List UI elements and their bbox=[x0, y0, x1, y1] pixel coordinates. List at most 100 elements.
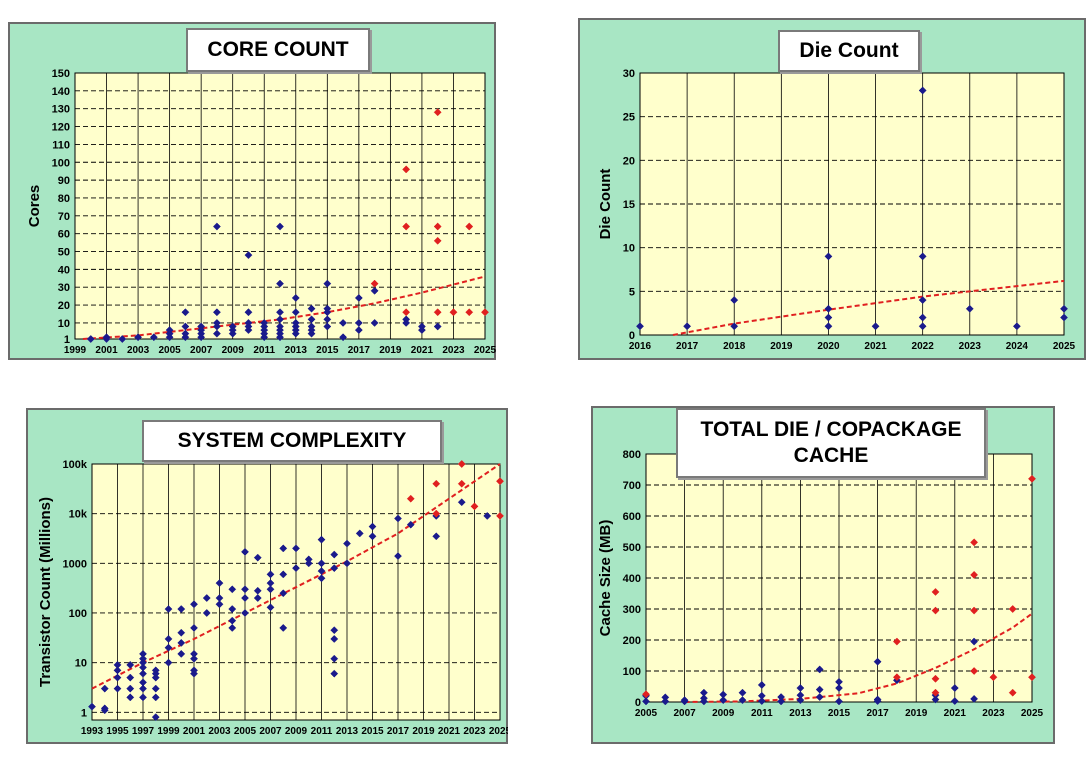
data-point-red bbox=[402, 165, 411, 174]
data-point-blue bbox=[317, 535, 326, 544]
data-point-blue bbox=[177, 649, 186, 658]
data-point-blue bbox=[457, 498, 466, 507]
y-axis-label: Transistor Count (Millions) bbox=[37, 497, 54, 687]
data-point-blue bbox=[279, 570, 288, 579]
x-tick-label: 2024 bbox=[1006, 341, 1029, 352]
data-point-blue bbox=[661, 697, 670, 706]
data-point-blue bbox=[113, 684, 122, 693]
data-point-blue bbox=[699, 688, 708, 697]
data-point-blue bbox=[339, 333, 348, 342]
data-point-blue bbox=[164, 634, 173, 643]
data-point-blue bbox=[835, 677, 843, 686]
data-point-blue bbox=[151, 666, 160, 675]
data-point-blue bbox=[970, 637, 979, 646]
x-tick-label: 2005 bbox=[635, 708, 658, 719]
y-tick-label: 100 bbox=[69, 608, 87, 620]
data-point-blue bbox=[918, 252, 927, 261]
data-point-blue bbox=[406, 520, 415, 529]
data-point-red bbox=[892, 673, 901, 682]
plot-area bbox=[74, 72, 486, 340]
data-point-blue bbox=[212, 329, 221, 338]
y-tick-label: 70 bbox=[58, 211, 70, 223]
y-tick-label: 140 bbox=[52, 86, 70, 98]
data-point-red bbox=[970, 606, 979, 615]
data-point-red bbox=[470, 502, 479, 511]
x-tick-label: 2017 bbox=[348, 345, 371, 356]
data-point-blue bbox=[642, 697, 650, 706]
x-tick-label: 2001 bbox=[95, 345, 118, 356]
y-tick-label: 10 bbox=[75, 658, 87, 670]
data-point-blue bbox=[215, 579, 224, 588]
data-point-blue bbox=[139, 684, 147, 693]
data-point-blue bbox=[291, 308, 300, 317]
data-point-blue bbox=[873, 657, 882, 666]
x-tick-label: 2005 bbox=[234, 726, 257, 737]
data-point-blue bbox=[339, 318, 348, 327]
data-point-blue bbox=[307, 322, 316, 331]
data-point-blue bbox=[228, 322, 237, 331]
chart-panel-cache: 2005 2007 2009 2011 2013 2015 2017 2019 2021 2023… bbox=[591, 406, 1055, 744]
data-point-blue bbox=[126, 660, 135, 669]
data-point-blue bbox=[164, 658, 173, 667]
y-tick-label: 10 bbox=[58, 318, 70, 330]
x-tick-label: 2019 bbox=[379, 345, 402, 356]
data-point-blue bbox=[719, 690, 728, 699]
y-tick-label: 300 bbox=[623, 604, 641, 616]
data-point-blue bbox=[266, 570, 275, 579]
data-point-blue bbox=[126, 684, 135, 693]
data-point-blue bbox=[796, 696, 805, 705]
data-point-blue bbox=[323, 322, 332, 331]
y-tick-label: 30 bbox=[623, 68, 635, 80]
y-tick-label: 60 bbox=[58, 229, 70, 241]
data-point-blue bbox=[292, 544, 300, 553]
data-point-blue bbox=[149, 333, 158, 342]
data-point-blue bbox=[215, 600, 224, 609]
x-tick-label: 1995 bbox=[106, 726, 129, 737]
data-point-blue bbox=[824, 252, 833, 261]
y-tick-label: 25 bbox=[623, 112, 635, 124]
data-point-blue bbox=[343, 559, 351, 568]
x-tick-label: 2019 bbox=[905, 708, 928, 719]
data-point-blue bbox=[181, 333, 190, 342]
data-point-red bbox=[433, 108, 442, 117]
data-point-blue bbox=[244, 251, 253, 260]
data-point-blue bbox=[368, 522, 377, 531]
data-point-blue bbox=[931, 695, 940, 704]
data-point-blue bbox=[126, 673, 135, 682]
y-tick-label: 15 bbox=[623, 199, 635, 211]
data-point-blue bbox=[151, 693, 160, 702]
data-point-blue bbox=[266, 579, 275, 588]
data-point-red bbox=[970, 667, 979, 675]
data-point-blue bbox=[279, 544, 288, 553]
data-point-blue bbox=[253, 586, 262, 595]
y-tick-label: 5 bbox=[629, 286, 635, 298]
chart-panel-system-complexity: 1993 1995 1997 1999 2001 2003 2005 2007 2009 2011… bbox=[26, 408, 508, 744]
data-point-blue bbox=[291, 318, 300, 327]
data-point-blue bbox=[164, 605, 173, 614]
data-point-blue bbox=[197, 322, 206, 331]
data-point-blue bbox=[177, 628, 186, 637]
data-point-blue bbox=[873, 695, 882, 704]
data-point-blue bbox=[215, 594, 224, 602]
data-point-blue bbox=[370, 318, 379, 327]
data-point-blue bbox=[253, 553, 262, 562]
data-point-blue bbox=[266, 603, 275, 612]
y-tick-label: 1 bbox=[64, 334, 70, 346]
x-tick-label: 2009 bbox=[222, 345, 245, 356]
data-point-blue bbox=[950, 684, 959, 693]
data-point-blue bbox=[266, 585, 275, 594]
y-tick-label: 100 bbox=[52, 157, 70, 169]
chart-die-count: 2016 2017 2018 2019 2020 2021 2022 2023 2024 2025… bbox=[578, 18, 1086, 360]
data-point-red bbox=[1028, 673, 1036, 682]
data-point-blue bbox=[354, 318, 363, 327]
data-point-blue bbox=[190, 666, 198, 675]
data-point-blue bbox=[228, 605, 237, 614]
data-point-red bbox=[402, 222, 411, 231]
data-point-blue bbox=[317, 567, 326, 575]
y-axis-label: Die Count bbox=[597, 169, 614, 240]
data-point-blue bbox=[102, 335, 111, 343]
x-tick-label: 2007 bbox=[673, 708, 696, 719]
x-tick-label: 2003 bbox=[127, 345, 150, 356]
data-point-blue bbox=[699, 694, 708, 703]
y-tick-label: 500 bbox=[623, 542, 641, 554]
